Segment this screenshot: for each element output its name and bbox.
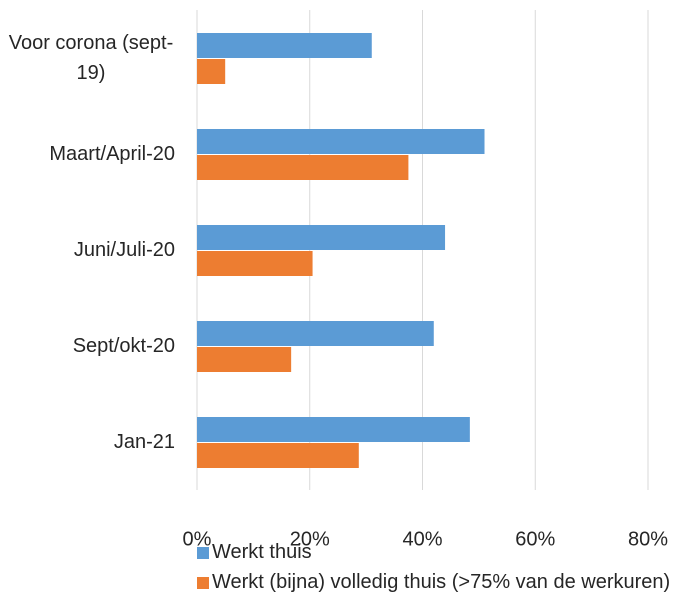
bar — [197, 225, 446, 250]
y-tick-label: Jan-21 — [113, 431, 175, 453]
legend-item: Werkt (bijna) volledig thuis (>75% van d… — [197, 571, 670, 594]
legend-swatch — [197, 546, 209, 559]
x-tick-label: 20% — [290, 528, 330, 550]
x-tick-label: 60% — [515, 528, 555, 550]
y-tick-label: Sept/okt-20 — [72, 335, 175, 357]
y-tick-label: Voor corona (sept-19) — [8, 32, 174, 84]
legend-label: Werkt (bijna) volledig thuis (>75% van d… — [212, 571, 671, 593]
x-tick-label: 40% — [402, 528, 442, 550]
y-tick-label: Juni/Juli-20 — [73, 239, 175, 261]
legend-swatch — [197, 576, 209, 589]
bar — [197, 33, 372, 58]
bar — [197, 59, 226, 84]
legend-label: Werkt thuis — [212, 541, 312, 563]
x-tick-label: 0% — [183, 528, 212, 550]
bar — [197, 417, 470, 442]
x-tick-label: 80% — [628, 528, 668, 550]
bar — [197, 321, 434, 346]
y-tick-label: Maart/April-20 — [49, 143, 175, 165]
bar — [197, 251, 313, 276]
legend-item: Werkt thuis — [197, 541, 312, 564]
bar — [197, 443, 359, 468]
bar — [197, 155, 409, 180]
bar — [197, 347, 292, 372]
bar — [197, 129, 485, 154]
